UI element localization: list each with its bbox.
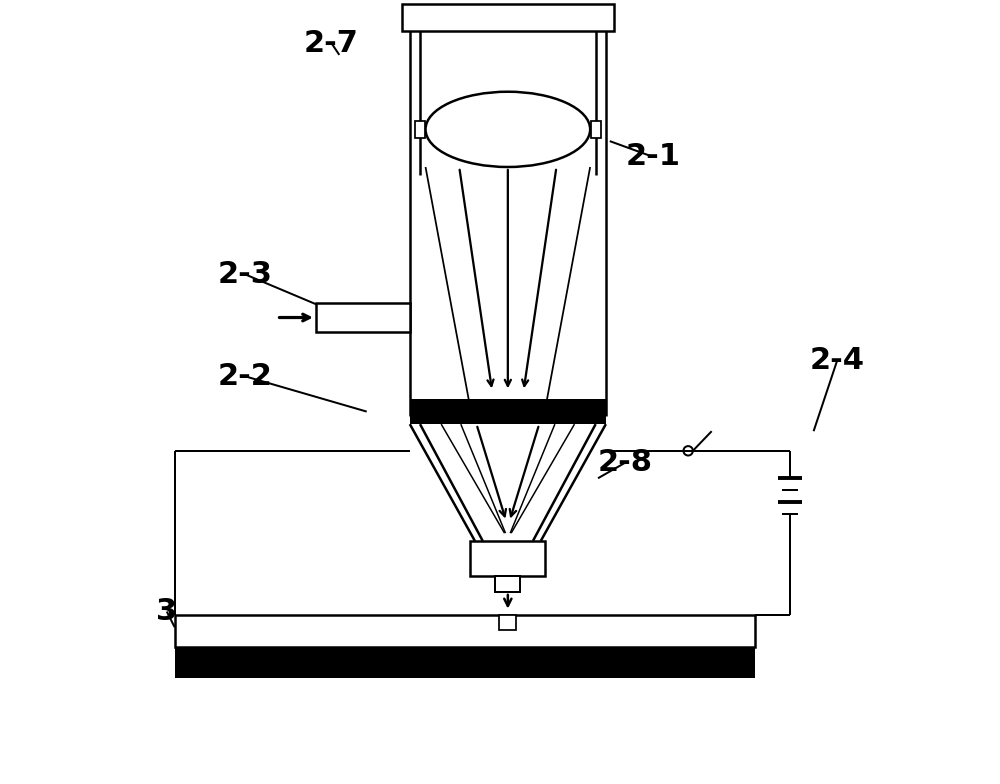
Bar (316, 303, 410, 332)
Text: 3: 3 (156, 597, 177, 626)
Text: 2-8: 2-8 (598, 448, 653, 477)
Bar (495, 576, 520, 592)
Text: 2-2: 2-2 (218, 362, 273, 390)
Bar (499, 615, 516, 630)
Bar (591, 121, 601, 138)
Bar (470, 541, 545, 576)
Bar (415, 121, 425, 138)
Bar (410, 399, 606, 424)
Text: 2-3: 2-3 (218, 260, 273, 289)
Bar (175, 647, 755, 678)
Text: 2-7: 2-7 (304, 29, 359, 57)
Text: 2-1: 2-1 (625, 143, 680, 171)
Text: 2-4: 2-4 (810, 347, 865, 375)
Bar (175, 615, 755, 647)
Bar (402, 4, 614, 31)
Ellipse shape (426, 92, 590, 167)
